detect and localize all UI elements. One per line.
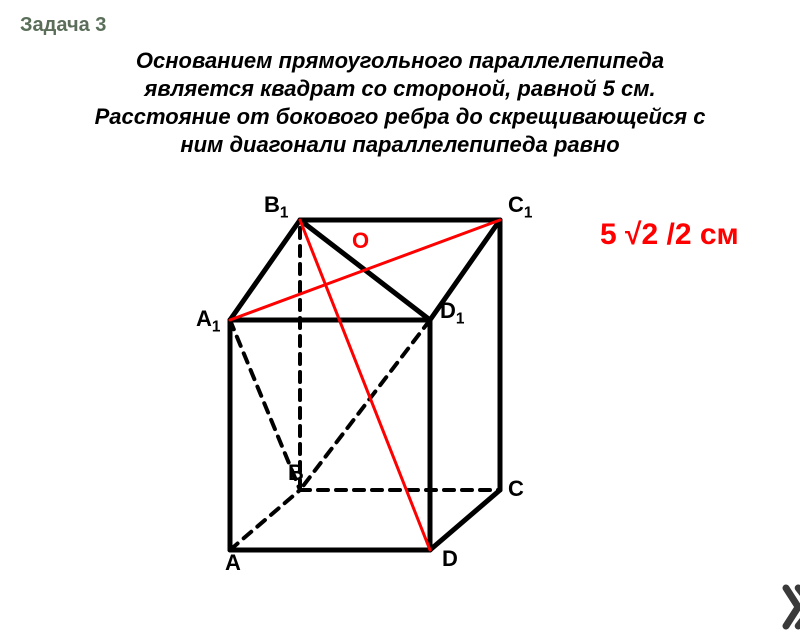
label-D1: D1	[440, 298, 464, 328]
label-C: C	[508, 476, 524, 502]
problem-line-2: является квадрат со стороной, равной 5 с…	[0, 76, 800, 102]
parallelepiped-diagram	[170, 190, 590, 590]
label-B: B	[288, 460, 304, 486]
label-C1: C1	[508, 192, 532, 222]
label-D: D	[442, 546, 458, 572]
problem-line-3: Расстояние от бокового ребра до скрещива…	[0, 104, 800, 130]
label-B1: B1	[264, 192, 288, 222]
label-A: A	[225, 550, 241, 576]
label-A1: A1	[196, 306, 220, 336]
problem-line-1: Основанием прямоугольного параллелепипед…	[0, 48, 800, 74]
problem-title: Задача 3	[20, 14, 106, 37]
label-O: O	[352, 228, 369, 254]
problem-line-4: ним диагонали параллелепипеда равно	[0, 132, 800, 158]
answer-text: 5 √2 /2 см	[600, 218, 739, 252]
